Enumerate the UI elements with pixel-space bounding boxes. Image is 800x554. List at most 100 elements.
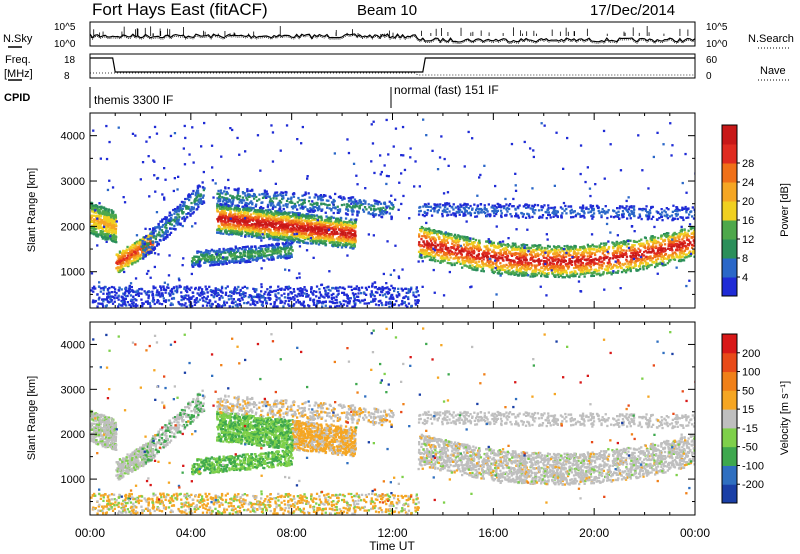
power-cell bbox=[294, 230, 297, 233]
power-cell bbox=[237, 255, 241, 259]
power-cell bbox=[196, 185, 199, 188]
power-cell bbox=[255, 203, 258, 206]
power-cell bbox=[354, 225, 357, 228]
power-cell bbox=[473, 268, 476, 271]
power-cell bbox=[540, 249, 543, 252]
power-cell bbox=[297, 234, 300, 238]
power-cell bbox=[391, 203, 395, 207]
power-cell bbox=[98, 214, 101, 217]
power-cell bbox=[488, 252, 491, 255]
power-cell bbox=[159, 220, 162, 223]
power-cell bbox=[92, 211, 95, 214]
power-cell bbox=[329, 222, 332, 226]
power-cell bbox=[230, 253, 234, 256]
power-cell bbox=[332, 216, 335, 219]
power-cell bbox=[238, 225, 241, 228]
power-cell bbox=[217, 258, 220, 261]
power-cell bbox=[446, 256, 449, 259]
power-cell bbox=[128, 255, 132, 259]
power-cell bbox=[512, 264, 515, 267]
power-cell bbox=[371, 204, 374, 207]
power-cell bbox=[182, 204, 185, 207]
power-cell bbox=[484, 254, 487, 257]
power-cell bbox=[254, 225, 257, 228]
power-cell bbox=[647, 244, 650, 247]
power-cell bbox=[98, 205, 101, 209]
power-cell bbox=[661, 260, 664, 263]
power-cell bbox=[370, 204, 373, 207]
power-cell bbox=[213, 258, 216, 261]
power-cell bbox=[310, 226, 313, 229]
power-cell bbox=[323, 241, 327, 244]
power-cell bbox=[176, 221, 179, 224]
power-cell bbox=[351, 196, 355, 199]
power-cell bbox=[191, 212, 194, 215]
power-cell bbox=[265, 192, 268, 195]
power-cell bbox=[587, 271, 590, 275]
power-cell bbox=[219, 191, 222, 194]
power-cell bbox=[156, 233, 159, 236]
power-cell bbox=[97, 226, 100, 229]
power-cell bbox=[499, 272, 502, 275]
power-cell bbox=[631, 244, 634, 247]
power-cell bbox=[202, 200, 205, 203]
power-cell bbox=[496, 268, 499, 272]
power-cell bbox=[137, 242, 140, 245]
power-cell bbox=[232, 257, 235, 260]
power-cell bbox=[289, 215, 292, 218]
power-cell bbox=[565, 263, 568, 266]
power-cell bbox=[315, 194, 318, 197]
power-cell bbox=[233, 253, 236, 256]
power-cell bbox=[324, 243, 328, 246]
power-cell bbox=[197, 203, 200, 206]
power-cell bbox=[255, 195, 258, 199]
power-cell bbox=[210, 259, 213, 263]
power-cell bbox=[103, 221, 106, 224]
power-cell bbox=[479, 265, 482, 268]
power-cell bbox=[325, 237, 328, 241]
power-cell bbox=[676, 242, 679, 246]
power-cell bbox=[324, 233, 327, 236]
power-cell bbox=[596, 272, 599, 275]
power-cell bbox=[231, 229, 234, 233]
power-cell bbox=[344, 232, 347, 235]
power-cell bbox=[303, 201, 306, 204]
power-cell bbox=[126, 245, 129, 249]
power-cell bbox=[109, 214, 112, 217]
power-cell bbox=[602, 271, 605, 274]
power-cell bbox=[197, 194, 200, 197]
power-cell bbox=[312, 210, 315, 213]
power-cell bbox=[125, 251, 128, 255]
power-cell bbox=[285, 199, 289, 203]
power-cell bbox=[210, 261, 214, 264]
power-cell bbox=[108, 229, 111, 232]
power-cell bbox=[236, 213, 239, 216]
power-cell bbox=[351, 244, 354, 247]
power-cell bbox=[259, 256, 262, 260]
power-cell bbox=[522, 252, 525, 255]
power-cell bbox=[125, 263, 128, 266]
power-cell bbox=[107, 208, 111, 211]
power-cell bbox=[310, 213, 313, 217]
power-cell bbox=[110, 214, 113, 217]
power-cell bbox=[234, 226, 237, 230]
power-cell bbox=[318, 223, 321, 226]
power-cell bbox=[344, 223, 347, 226]
power-cell bbox=[158, 234, 161, 237]
power-cell bbox=[142, 252, 145, 256]
power-cell bbox=[247, 202, 250, 206]
power-cell bbox=[448, 262, 451, 265]
power-cell bbox=[244, 233, 247, 237]
power-cell bbox=[348, 219, 351, 222]
power-cell bbox=[279, 212, 282, 215]
power-cell bbox=[675, 232, 678, 236]
power-cell bbox=[562, 254, 565, 257]
power-cell bbox=[367, 211, 370, 214]
power-cell bbox=[285, 204, 288, 207]
power-cell bbox=[340, 203, 344, 207]
power-cell bbox=[604, 268, 607, 271]
power-cell bbox=[601, 249, 604, 252]
power-cell bbox=[187, 194, 190, 197]
power-cell bbox=[94, 228, 97, 231]
power-cell bbox=[296, 212, 299, 215]
